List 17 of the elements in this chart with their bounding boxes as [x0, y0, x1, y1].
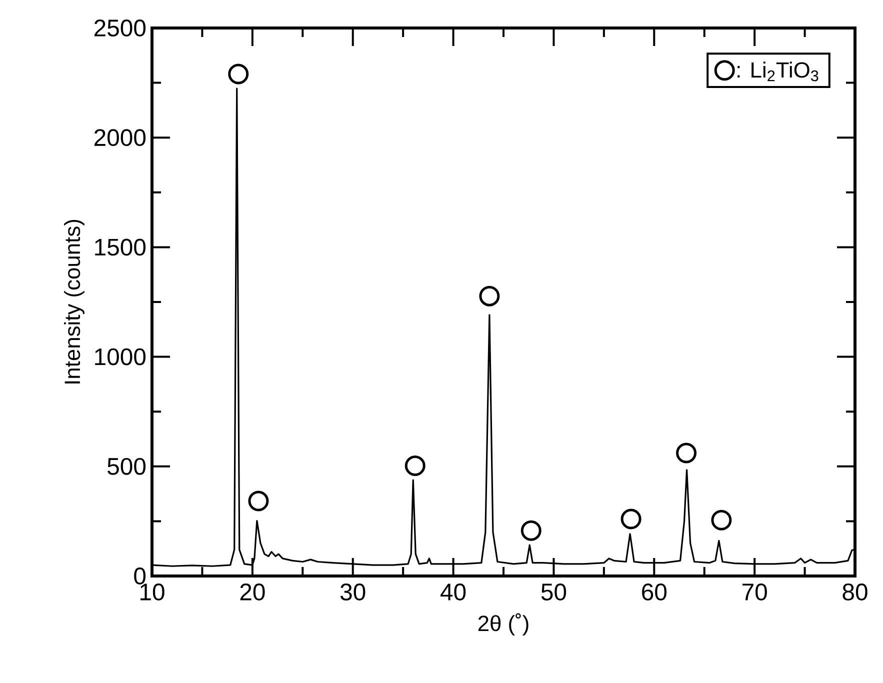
y-tick-label: 2500: [94, 20, 146, 36]
x-tick-label: 80: [842, 584, 868, 600]
y-tick-label: 2000: [94, 129, 146, 146]
x-tick-label: 50: [541, 584, 566, 600]
y-axis-title: Intensity (counts): [64, 220, 84, 384]
y-tick-label: 0: [134, 568, 146, 584]
y-tick-label: 1500: [95, 238, 146, 256]
x-tick-label: 40: [440, 584, 466, 600]
x-tick-label: 20: [240, 584, 265, 600]
x-axis-title: 2θ (˚): [478, 613, 528, 636]
x-tick-label: 10: [140, 584, 164, 600]
y-tick-label: 500: [108, 458, 146, 475]
x-tick-label: 30: [340, 584, 366, 600]
y-tick-label: 1000: [95, 348, 146, 366]
x-tick-label: 70: [742, 584, 767, 600]
legend-label: : Li$_{2}$TiO$_{3}$: [738, 62, 818, 82]
x-tick-label: 60: [642, 584, 666, 600]
